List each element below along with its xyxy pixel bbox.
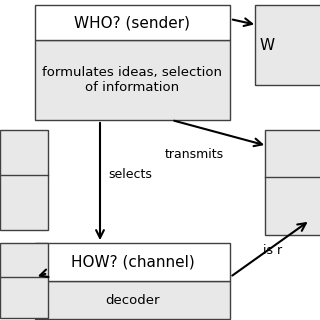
- Bar: [0, 130, 48, 230]
- Text: W: W: [260, 37, 275, 52]
- Text: selects: selects: [108, 169, 152, 181]
- Text: is r: is r: [263, 244, 282, 257]
- Text: formulates ideas, selection
of information: formulates ideas, selection of informati…: [43, 66, 222, 94]
- Text: HOW? (channel): HOW? (channel): [71, 254, 194, 269]
- Bar: [35, 5, 230, 40]
- Bar: [35, 40, 230, 120]
- Text: WHO? (sender): WHO? (sender): [75, 15, 190, 30]
- Bar: [35, 243, 230, 281]
- Text: decoder: decoder: [105, 293, 160, 307]
- Bar: [265, 130, 320, 235]
- Bar: [255, 5, 320, 85]
- Text: transmits: transmits: [165, 148, 224, 162]
- Bar: [35, 281, 230, 319]
- Bar: [0, 243, 48, 318]
